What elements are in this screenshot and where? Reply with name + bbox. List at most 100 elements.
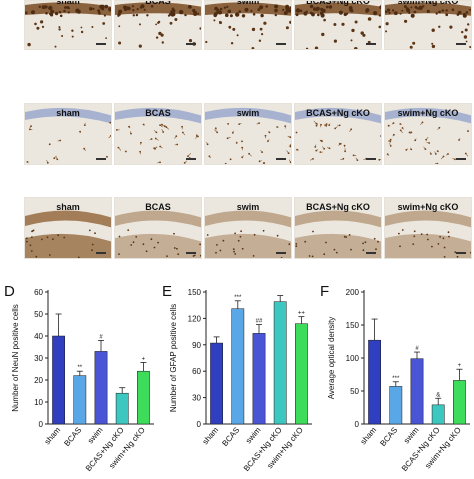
scale-bar (456, 252, 466, 254)
y-tick-label: 50 (34, 310, 43, 319)
y-tick-label: 60 (192, 367, 201, 376)
group-label: swim (205, 0, 291, 6)
x-tick-label: swim (86, 425, 105, 445)
x-tick-label: swim (244, 425, 263, 445)
group-label: swim+Ng cKO (385, 0, 471, 6)
scale-bar (456, 158, 466, 160)
chart-svg: D Number of NeuN positive cells 0 10 20 30 40 5… (0, 282, 158, 474)
significance-mark: & (436, 392, 440, 398)
panel-letter: E (162, 283, 172, 300)
significance-mark: *** (234, 295, 242, 301)
y-tick-label: 150 (346, 321, 360, 330)
scale-bar (96, 252, 106, 254)
group-label: swim (205, 108, 291, 118)
y-tick-label: 50 (350, 387, 359, 396)
group-label: swim (205, 202, 291, 212)
significance-mark: ** (77, 365, 82, 371)
significance-mark: # (99, 334, 103, 340)
bar (368, 340, 380, 424)
x-tick-label: BCAS (62, 426, 83, 448)
bar (232, 309, 244, 424)
y-axis-label: Number of NeuN positive cells (11, 304, 20, 412)
group-label: BCAS+Ng cKO (295, 202, 381, 212)
x-tick-label: sham (359, 425, 379, 446)
bar (137, 371, 149, 424)
bar (210, 343, 222, 424)
group-label: BCAS+Ng cKO (295, 108, 381, 118)
x-tick-label: BCAS (378, 426, 399, 448)
group-label: swim+Ng cKO (385, 108, 471, 118)
scale-bar (186, 43, 196, 45)
significance-mark: + (458, 363, 462, 369)
bar (116, 393, 128, 424)
chart-svg: E Number of GFAP positive cells 0 30 60 90 120… (158, 282, 316, 474)
micrograph-neun-5: swim+Ng cKO (384, 0, 472, 50)
micrograph-gfap-5: swim+Ng cKO (384, 103, 472, 165)
scale-bar (186, 252, 196, 254)
scale-bar (96, 158, 106, 160)
y-tick-label: 10 (34, 398, 43, 407)
y-tick-label: 20 (34, 376, 43, 385)
significance-mark: ## (256, 319, 263, 325)
x-tick-label: BCAS (220, 426, 241, 448)
x-tick-label: swim (402, 425, 421, 445)
micrograph-gfap-2: BCAS (114, 103, 202, 165)
bar-chart-e: E Number of GFAP positive cells 0 30 60 90 120… (158, 282, 316, 474)
y-tick-label: 60 (34, 288, 43, 297)
y-tick-label: 40 (34, 332, 43, 341)
bar (74, 376, 86, 424)
group-label: sham (25, 202, 111, 212)
panel-letter: F (320, 283, 329, 300)
bar (390, 386, 402, 424)
significance-mark: + (142, 356, 146, 362)
bar (453, 380, 465, 424)
scale-bar (366, 43, 376, 45)
micrograph-mbp-5: swim+Ng cKO (384, 197, 472, 259)
micrograph-mbp-2: BCAS (114, 197, 202, 259)
y-tick-label: 0 (197, 420, 202, 429)
micrograph-gfap-4: BCAS+Ng cKO (294, 103, 382, 165)
y-axis-label: Number of GFAP positive cells (169, 304, 178, 412)
micrograph-mbp-3: swim (204, 197, 292, 259)
bar-chart-d: D Number of NeuN positive cells 0 10 20 30 40 5… (0, 282, 158, 474)
scale-bar (276, 252, 286, 254)
y-tick-label: 0 (39, 420, 44, 429)
y-tick-label: 0 (355, 420, 360, 429)
bar (274, 302, 286, 424)
significance-mark: # (415, 346, 419, 352)
y-tick-label: 200 (346, 288, 360, 297)
group-label: BCAS+Ng cKO (295, 0, 381, 6)
group-label: BCAS (115, 202, 201, 212)
bar (52, 336, 64, 424)
micrograph-mbp-1: sham (24, 197, 112, 259)
y-tick-label: 120 (188, 314, 202, 323)
bar (432, 405, 444, 424)
micrograph-neun-3: swim (204, 0, 292, 50)
micrograph-gfap-1: sham (24, 103, 112, 165)
scale-bar (186, 158, 196, 160)
y-tick-label: 30 (192, 394, 201, 403)
bar (411, 359, 423, 424)
scale-bar (276, 43, 286, 45)
scale-bar (366, 158, 376, 160)
micrograph-mbp-4: BCAS+Ng cKO (294, 197, 382, 259)
bar (295, 324, 307, 424)
micrograph-neun-1: sham (24, 0, 112, 50)
group-label: sham (25, 108, 111, 118)
y-tick-label: 30 (34, 354, 43, 363)
group-label: BCAS (115, 0, 201, 6)
x-tick-label: sham (43, 425, 63, 446)
panel-letter: D (4, 283, 15, 300)
x-tick-label: sham (201, 425, 221, 446)
y-axis-label: Average optical density (327, 317, 336, 400)
y-tick-label: 90 (192, 341, 201, 350)
group-label: swim+Ng cKO (385, 202, 471, 212)
significance-mark: *** (392, 376, 400, 382)
group-label: sham (25, 0, 111, 6)
bar (95, 351, 107, 424)
significance-mark: ++ (298, 311, 306, 317)
micrograph-neun-4: BCAS+Ng cKO (294, 0, 382, 50)
bar (253, 333, 265, 424)
